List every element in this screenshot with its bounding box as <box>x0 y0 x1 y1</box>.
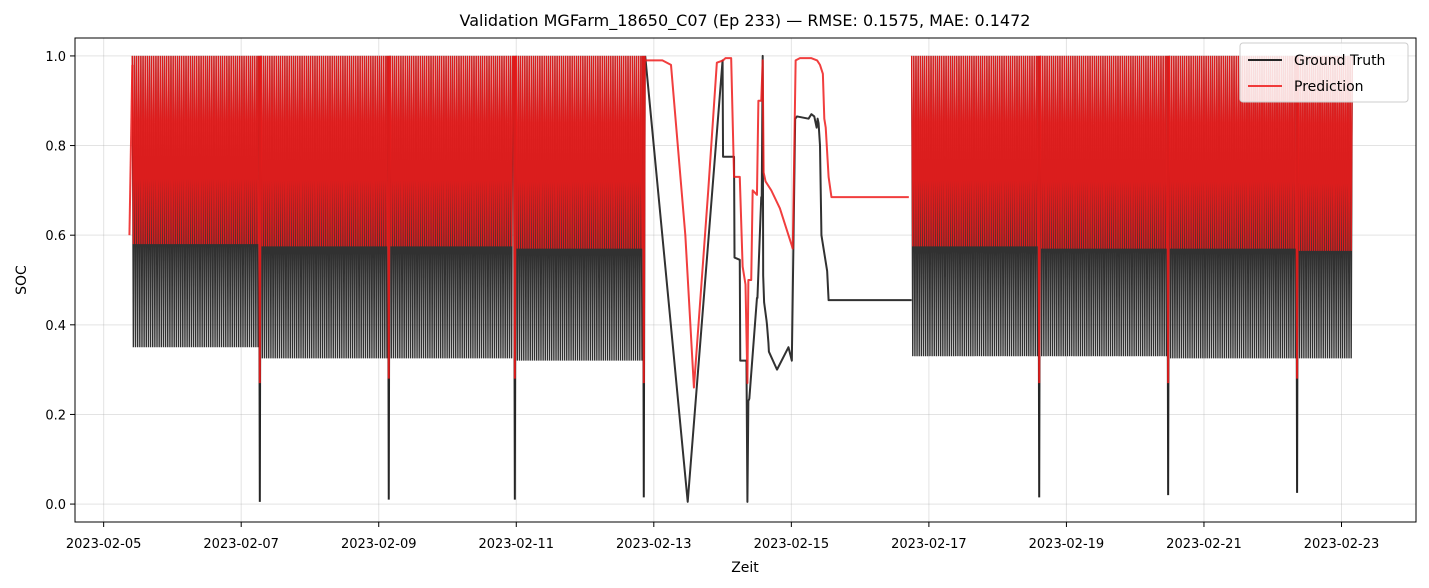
prediction-cycle-block <box>1168 55 1297 249</box>
x-tick-label: 2023-02-11 <box>478 537 554 552</box>
y-tick-label: 0.0 <box>45 498 66 513</box>
prediction-line <box>645 57 909 389</box>
prediction-cycle-block <box>515 55 643 249</box>
legend-prediction-label: Prediction <box>1294 79 1364 95</box>
y-tick-label: 0.4 <box>45 319 66 334</box>
prediction-cycle-block <box>1039 55 1168 249</box>
x-axis-label: Zeit <box>731 560 759 576</box>
ground-truth-line <box>644 54 912 503</box>
legend-box <box>1239 42 1409 103</box>
y-tick-label: 1.0 <box>45 50 66 65</box>
y-tick-label: 0.8 <box>45 140 66 155</box>
prediction-cycle-block <box>131 55 259 245</box>
plot-frame <box>74 37 1417 523</box>
x-tick-label: 2023-02-07 <box>203 537 279 552</box>
prediction-dip <box>1166 55 1171 384</box>
prediction-dip <box>386 55 391 379</box>
x-axis-ticks: 2023-02-05 2023-02-07 2023-02-09 2023-02-11… <box>66 522 1379 552</box>
x-tick-label: 2023-02-21 <box>1166 537 1242 552</box>
x-tick-label: 2023-02-15 <box>754 537 830 552</box>
ground-truth-cycle-block <box>389 55 514 359</box>
prediction-series <box>128 55 1353 389</box>
x-tick-label: 2023-02-13 <box>616 537 692 552</box>
y-tick-label: 0.6 <box>45 229 66 244</box>
prediction-dip <box>1037 55 1042 384</box>
prediction-dip <box>641 55 646 384</box>
prediction-cycle-block <box>260 55 388 247</box>
x-tick-label: 2023-02-05 <box>66 537 142 552</box>
legend-ground-truth-label: Ground Truth <box>1294 53 1385 69</box>
y-tick-label: 0.2 <box>45 408 66 423</box>
prediction-dip <box>257 55 262 384</box>
prediction-dip <box>512 55 517 379</box>
y-axis-ticks: 0.0 0.2 0.4 0.6 0.8 1.0 <box>45 50 75 513</box>
prediction-cycle-block <box>910 55 1039 247</box>
prediction-cycle-block <box>1297 55 1353 251</box>
x-tick-label: 2023-02-23 <box>1304 537 1380 552</box>
chart-title: Validation MGFarm_18650_C07 (Ep 233) — R… <box>460 11 1031 31</box>
legend: Ground Truth Prediction <box>1239 42 1409 103</box>
prediction-dip <box>1295 55 1300 379</box>
prediction-line <box>128 64 134 236</box>
x-tick-label: 2023-02-09 <box>341 537 417 552</box>
x-tick-label: 2023-02-17 <box>891 537 967 552</box>
prediction-cycle-block <box>389 55 514 247</box>
y-axis-label: SOC <box>14 265 30 295</box>
x-tick-label: 2023-02-19 <box>1029 537 1105 552</box>
